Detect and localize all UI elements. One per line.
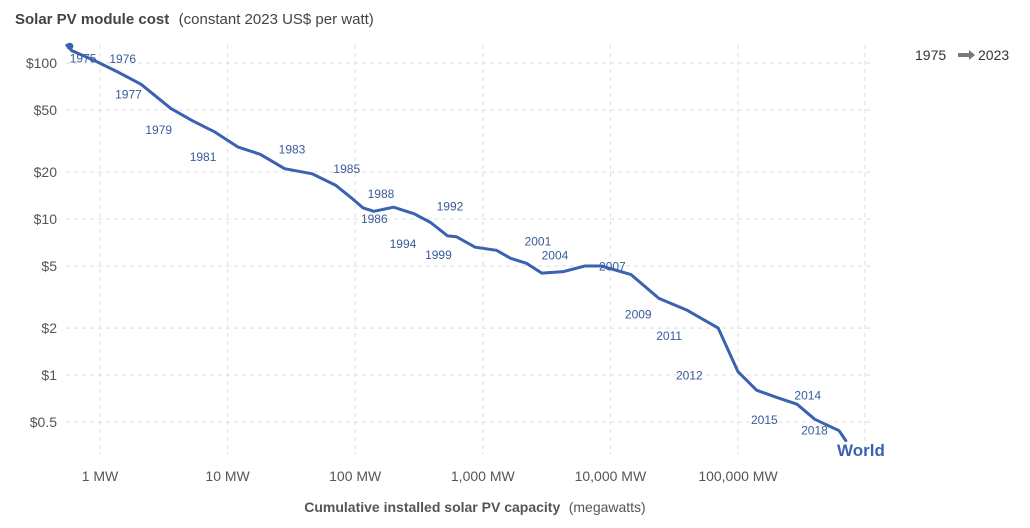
x-axis-unit: (megawatts) [569,499,646,515]
year-label: 1985 [333,162,360,176]
series-line-world [65,43,848,443]
y-tick-labels: $100 $50 $20 $10 $5 $2 $1 $0.5 [26,55,57,430]
y-tick-label: $50 [34,102,58,118]
series-label-world: World [837,441,885,460]
time-range-indicator[interactable]: 1975 2023 [915,47,1009,63]
year-label: 2015 [751,413,778,427]
year-label: 2018 [801,424,828,438]
year-label: 2009 [625,307,652,321]
y-tick-label: $10 [34,211,58,227]
x-tick-label: 1,000 MW [451,468,516,484]
x-tick-label: 1 MW [82,468,119,484]
year-label: 1975 [70,52,97,66]
chart-title: Solar PV module cost (constant 2023 US$ … [15,11,374,28]
year-label: 1986 [361,212,388,226]
y-tick-label: $0.5 [30,414,57,430]
year-label: 1981 [190,150,217,164]
series-start-marker [66,42,74,50]
year-label: 1977 [115,87,142,101]
chart-title-main: Solar PV module cost [15,11,169,28]
x-tick-label: 10,000 MW [575,468,647,484]
year-label: 2007 [599,260,626,274]
y-tick-label: $1 [41,367,57,383]
year-label: 2011 [656,329,682,343]
year-label: 2014 [794,388,821,402]
year-label: 1992 [437,199,464,213]
time-range-end: 2023 [978,47,1009,63]
time-range-start: 1975 [915,47,946,63]
chart-subtitle: (constant 2023 US$ per watt) [179,11,374,28]
x-tick-labels: 1 MW 10 MW 100 MW 1,000 MW 10,000 MW 100,000 … [82,468,779,484]
x-tick-label: 100,000 MW [698,468,778,484]
year-label: 1988 [368,187,395,201]
year-label: 1983 [279,143,306,157]
year-label: 2001 [525,234,552,248]
y-tick-label: $100 [26,55,57,71]
year-label: 2012 [676,369,703,383]
y-tick-label: $5 [41,258,57,274]
year-label: 1979 [145,123,172,137]
x-axis-label: Cumulative installed solar PV capacity (… [304,499,645,516]
y-gridlines [66,62,870,423]
x-gridlines [99,45,866,455]
x-axis-title: Cumulative installed solar PV capacity [304,499,560,515]
chart-header: Solar PV module cost (constant 2023 US$ … [15,11,374,28]
year-label: 1999 [425,248,452,262]
year-label: 1976 [109,52,136,66]
arrow-right-icon [958,50,975,60]
series-world [65,42,848,443]
y-tick-label: $2 [41,320,57,336]
x-tick-label: 10 MW [205,468,250,484]
year-labels: 1975 1976 1977 1979 1981 1983 1985 1986 1988 1992… [70,52,828,438]
x-tick-label: 100 MW [329,468,382,484]
y-tick-label: $20 [34,164,58,180]
year-label: 2004 [542,249,569,263]
year-label: 1994 [390,237,417,251]
